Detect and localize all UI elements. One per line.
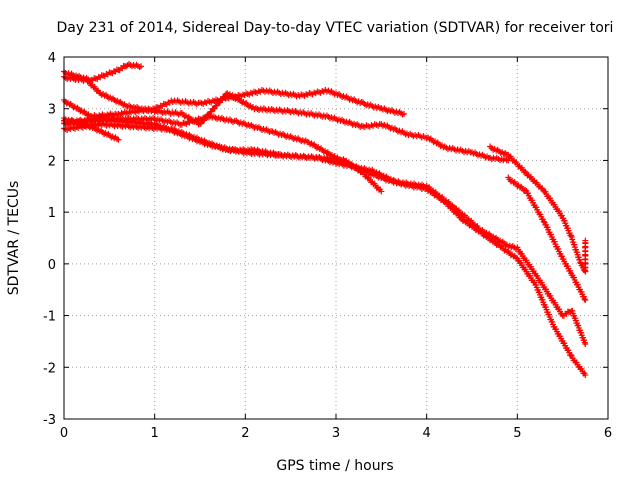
data-point xyxy=(115,136,122,143)
y-tick-label: 2 xyxy=(48,154,56,169)
data-point xyxy=(80,109,87,116)
data-point xyxy=(228,93,235,100)
data-point xyxy=(567,352,574,359)
y-tick-label: 1 xyxy=(48,206,56,221)
data-point xyxy=(66,101,73,108)
y-tick-label: -3 xyxy=(43,413,56,428)
plot-frame xyxy=(63,56,609,420)
x-tick-label: 5 xyxy=(513,426,521,441)
data-point xyxy=(581,296,588,303)
data-point xyxy=(358,168,365,175)
data-point xyxy=(582,372,589,379)
data-point xyxy=(323,149,330,156)
data-point xyxy=(309,142,316,149)
y-tick-label: -1 xyxy=(43,310,56,325)
data-point xyxy=(582,237,589,244)
x-tick-label: 3 xyxy=(332,426,340,441)
y-tick-label: 3 xyxy=(48,103,56,118)
data-point xyxy=(401,110,407,117)
x-tick-label: 6 xyxy=(604,426,612,441)
x-tick-label: 0 xyxy=(60,426,68,441)
data-point xyxy=(513,254,520,261)
data-point xyxy=(540,218,547,225)
data-point xyxy=(316,146,323,153)
data-point xyxy=(582,297,589,304)
y-axis-label: SDTVAR / TECUs xyxy=(6,181,22,296)
x-axis-label: GPS time / hours xyxy=(276,458,393,474)
y-tick-label: -2 xyxy=(43,361,56,376)
data-point xyxy=(522,187,529,194)
data-point xyxy=(138,63,145,70)
series-track-c xyxy=(61,73,512,164)
data-point xyxy=(73,105,80,112)
x-tick-label: 2 xyxy=(241,426,249,441)
data-point xyxy=(426,136,433,143)
series-track-i xyxy=(505,174,589,304)
data-point xyxy=(241,100,248,107)
series-track-f xyxy=(61,115,385,195)
data-marks xyxy=(61,60,589,379)
y-tick-label: 4 xyxy=(48,51,56,66)
data-point xyxy=(433,140,440,147)
series-track-h xyxy=(487,143,589,275)
chart-title: Day 231 of 2014, Sidereal Day-to-day VTE… xyxy=(57,20,614,36)
x-tick-label: 1 xyxy=(151,426,159,441)
data-point xyxy=(582,341,589,348)
data-point xyxy=(222,93,229,100)
y-tick-label: 0 xyxy=(48,258,56,273)
data-point xyxy=(378,188,385,195)
data-point xyxy=(440,144,447,151)
series-track-g xyxy=(61,115,122,143)
data-point xyxy=(235,96,242,103)
x-tick-label: 4 xyxy=(423,426,431,441)
